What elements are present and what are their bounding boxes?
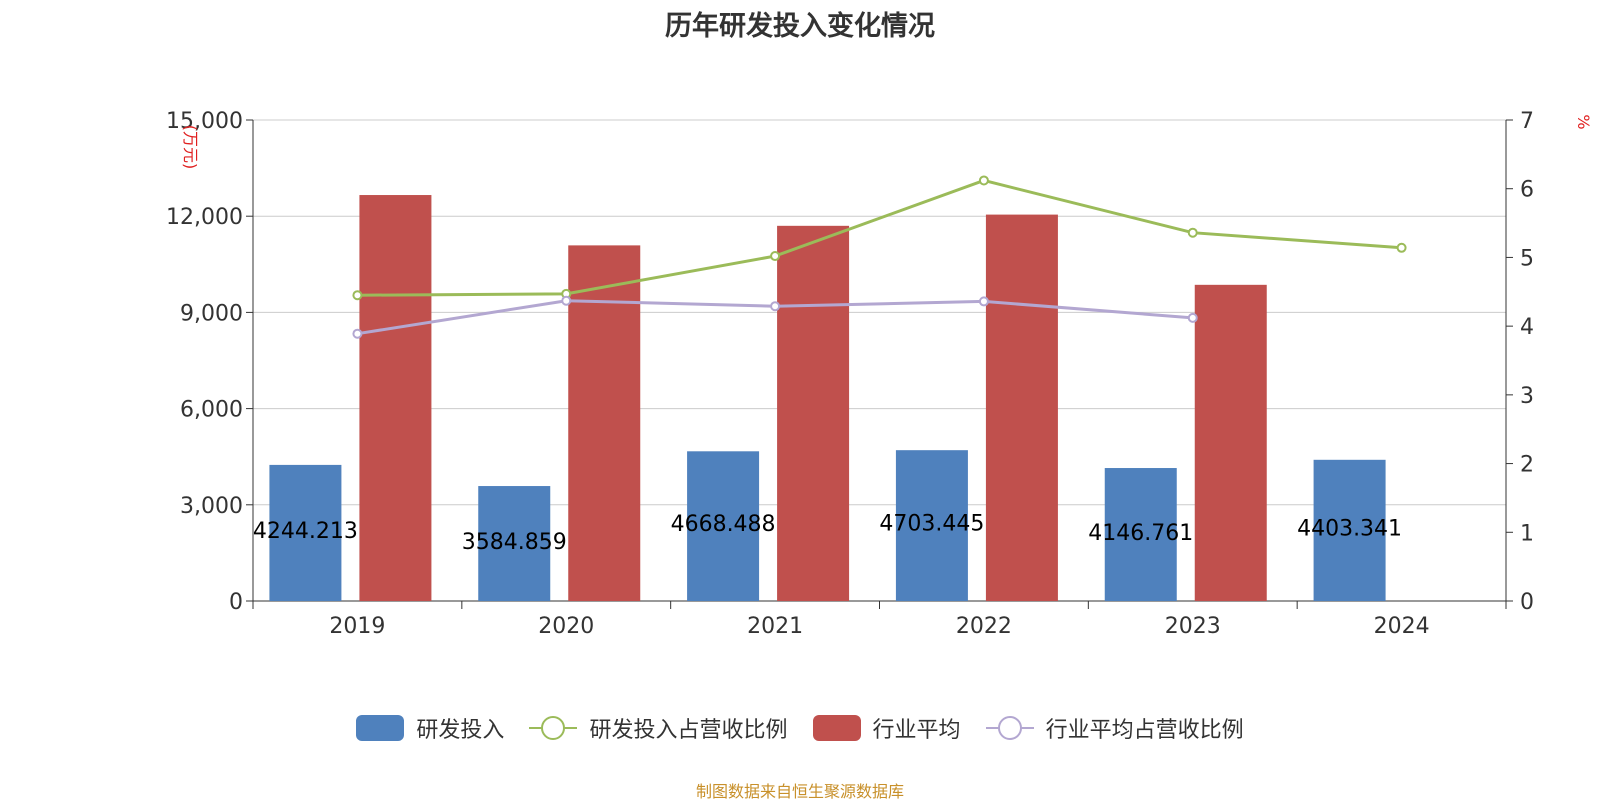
bar-行业平均 xyxy=(1194,284,1267,601)
bar-研发投入 xyxy=(895,450,968,601)
line-point xyxy=(561,295,572,306)
bar-行业平均 xyxy=(985,214,1058,601)
left-axis-unit-label: (万元) xyxy=(181,125,200,170)
left-axis-tick-label: 6,000 xyxy=(180,398,243,423)
x-axis-category-label: 2023 xyxy=(1165,614,1221,639)
data-labels: 4244.213 3584.859 4668.488 4703.445 4146.761… xyxy=(253,512,1402,556)
bar-研发投入 xyxy=(269,464,342,601)
bar-研发投入 xyxy=(687,451,760,601)
bar-行业平均 xyxy=(359,195,432,601)
legend-line-swatch-rd-ratio xyxy=(529,715,578,741)
bars xyxy=(269,195,1386,601)
right-axis-tick-label: 6 xyxy=(1520,178,1534,203)
legend-item-rd-ratio[interactable]: 研发投入占营收比例 xyxy=(529,712,787,744)
gridlines xyxy=(253,119,1506,506)
bar-data-label: 3584.859 xyxy=(462,530,567,555)
x-axis-category-label: 2019 xyxy=(329,614,385,639)
left-axis-tick-label: 3,000 xyxy=(180,494,243,519)
bar-行业平均 xyxy=(568,245,641,601)
left-axis-tick-label: 0 xyxy=(229,590,243,615)
bar-行业平均 xyxy=(777,225,850,601)
line-point xyxy=(1396,242,1407,253)
x-axis-category-label: 2024 xyxy=(1374,614,1430,639)
legend-label-industry: 行业平均 xyxy=(872,718,961,743)
legend-bar-swatch-industry xyxy=(812,715,861,741)
line-point xyxy=(352,290,363,301)
legend-label-rd: 研发投入 xyxy=(416,718,505,743)
legend-line-swatch-industry-ratio xyxy=(985,715,1034,741)
right-axis-tick-label: 3 xyxy=(1520,384,1534,409)
line-point xyxy=(770,251,781,262)
legend-item-industry-ratio[interactable]: 行业平均占营收比例 xyxy=(985,712,1244,744)
left-axis-tick-label: 15,000 xyxy=(166,109,243,134)
bar-研发投入 xyxy=(1313,459,1386,601)
axes: 0 3,000 6,000 9,000 12,000 15,000 0 1 2 3 4 5 6 7 (万元)… xyxy=(166,109,1593,639)
chart-title: 历年研发投入变化情况 xyxy=(665,11,935,42)
right-axis-tick-label: 7 xyxy=(1520,109,1534,134)
right-axis-tick-label: 1 xyxy=(1520,521,1534,546)
line-研发投入占营收比例 xyxy=(357,178,1402,297)
right-axis-unit-label: % xyxy=(1574,114,1593,129)
bar-data-label: 4703.445 xyxy=(879,512,984,537)
lines xyxy=(352,175,1407,339)
line-point xyxy=(770,301,781,312)
line-point xyxy=(978,296,989,307)
x-axis-category-label: 2020 xyxy=(538,614,594,639)
bar-data-label: 4244.213 xyxy=(253,519,358,544)
line-point xyxy=(1187,227,1198,238)
legend-label-industry-ratio: 行业平均占营收比例 xyxy=(1045,718,1244,743)
bar-data-label: 4668.488 xyxy=(671,512,776,537)
right-axis-tick-label: 2 xyxy=(1520,453,1534,478)
legend: 研发投入 研发投入占营收比例 行业平均 行业平均占营收比例 xyxy=(0,712,1600,745)
right-axis-tick-label: 0 xyxy=(1520,590,1534,615)
left-axis-tick-label: 12,000 xyxy=(166,205,243,230)
chart-canvas: 0 3,000 6,000 9,000 12,000 15,000 0 1 2 3 4 5 6 7 (万元)… xyxy=(166,109,1593,639)
bar-研发投入 xyxy=(1104,468,1177,601)
legend-label-rd-ratio: 研发投入占营收比例 xyxy=(589,718,788,743)
x-axis-category-label: 2022 xyxy=(956,614,1012,639)
bar-研发投入 xyxy=(478,486,551,601)
line-point xyxy=(1187,312,1198,323)
line-point xyxy=(352,328,363,339)
bar-data-label: 4403.341 xyxy=(1297,517,1402,542)
data-source-note: 制图数据来自恒生聚源数据库 xyxy=(695,782,904,801)
left-axis-tick-label: 9,000 xyxy=(180,301,243,326)
legend-item-industry-average[interactable]: 行业平均 xyxy=(812,712,961,744)
x-axis-category-label: 2021 xyxy=(747,614,803,639)
line-point xyxy=(978,175,989,186)
legend-bar-swatch-rd xyxy=(356,715,405,741)
legend-item-rd-investment[interactable]: 研发投入 xyxy=(356,712,504,744)
bar-data-label: 4146.761 xyxy=(1088,521,1193,546)
right-axis-tick-label: 4 xyxy=(1520,315,1534,340)
right-axis-tick-label: 5 xyxy=(1520,246,1534,271)
